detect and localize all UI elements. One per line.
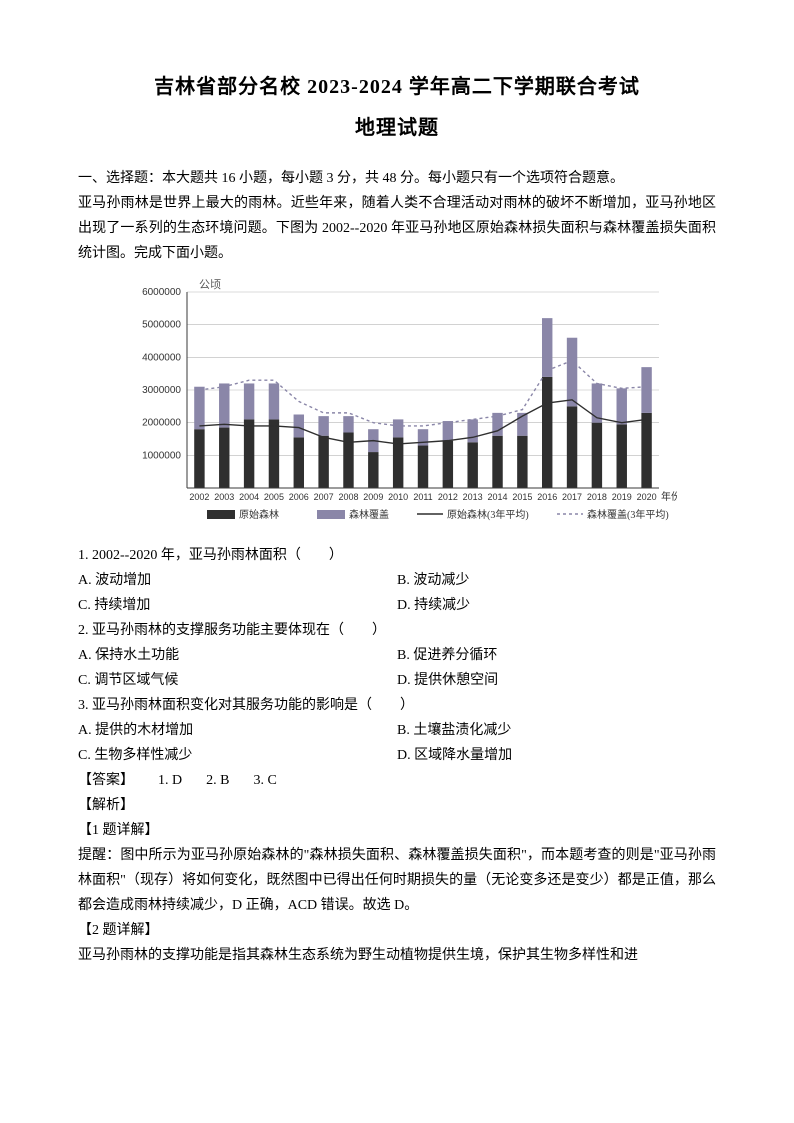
exam-page: 吉林省部分名校 2023-2024 学年高二下学期联合考试 地理试题 一、选择题… bbox=[0, 0, 794, 1123]
svg-text:2012: 2012 bbox=[438, 492, 458, 502]
question-3: 3. 亚马孙雨林面积变化对其服务功能的影响是（ ） bbox=[78, 693, 716, 718]
answer-3: 3. C bbox=[253, 768, 276, 793]
svg-text:2003: 2003 bbox=[214, 492, 234, 502]
svg-text:2008: 2008 bbox=[338, 492, 358, 502]
question-3-options-row1: A. 提供的木材增加 B. 土壤盐渍化减少 bbox=[78, 718, 716, 743]
answers-label: 【答案】 bbox=[78, 768, 134, 793]
passage-intro: 亚马孙雨林是世界上最大的雨林。近些年来，随着人类不合理活动对雨林的破坏不断增加，… bbox=[78, 191, 716, 266]
q1-option-b: B. 波动减少 bbox=[397, 568, 716, 593]
svg-text:2015: 2015 bbox=[512, 492, 532, 502]
svg-text:2006: 2006 bbox=[289, 492, 309, 502]
svg-text:1000000: 1000000 bbox=[142, 450, 181, 461]
svg-text:5000000: 5000000 bbox=[142, 320, 181, 331]
analysis-q1-body: 提醒：图中所示为亚马孙原始森林的"森林损失面积、森林覆盖损失面积"，而本题考查的… bbox=[78, 843, 716, 918]
page-title-line1: 吉林省部分名校 2023-2024 学年高二下学期联合考试 bbox=[78, 70, 716, 99]
svg-text:2004: 2004 bbox=[239, 492, 259, 502]
svg-text:2000000: 2000000 bbox=[142, 418, 181, 429]
svg-text:2019: 2019 bbox=[612, 492, 632, 502]
analysis-q1-label: 【1 题详解】 bbox=[78, 818, 716, 843]
svg-text:森林覆盖: 森林覆盖 bbox=[349, 508, 389, 521]
q2-option-d: D. 提供休憩空间 bbox=[397, 668, 716, 693]
q1-option-c: C. 持续增加 bbox=[78, 593, 397, 618]
svg-text:2013: 2013 bbox=[463, 492, 483, 502]
svg-text:2016: 2016 bbox=[537, 492, 557, 502]
page-title-line2: 地理试题 bbox=[78, 111, 716, 140]
q2-option-b: B. 促进养分循环 bbox=[397, 643, 716, 668]
svg-text:2010: 2010 bbox=[388, 492, 408, 502]
question-2-options-row2: C. 调节区域气候 D. 提供休憩空间 bbox=[78, 668, 716, 693]
question-3-options-row2: C. 生物多样性减少 D. 区域降水量增加 bbox=[78, 743, 716, 768]
svg-text:2005: 2005 bbox=[264, 492, 284, 502]
svg-text:原始森林(3年平均): 原始森林(3年平均) bbox=[447, 508, 529, 521]
analysis-label: 【解析】 bbox=[78, 793, 716, 818]
question-2-options-row1: A. 保持水土功能 B. 促进养分循环 bbox=[78, 643, 716, 668]
question-1-options-row1: A. 波动增加 B. 波动减少 bbox=[78, 568, 716, 593]
forest-loss-chart: 公顷 1000000 2000000 3000000 4000000 5000000 600… bbox=[117, 274, 677, 539]
q2-option-c: C. 调节区域气候 bbox=[78, 668, 397, 693]
svg-text:2011: 2011 bbox=[413, 492, 432, 502]
analysis-q2-label: 【2 题详解】 bbox=[78, 918, 716, 943]
svg-text:2007: 2007 bbox=[314, 492, 334, 502]
svg-text:2017: 2017 bbox=[562, 492, 582, 502]
q1-option-a: A. 波动增加 bbox=[78, 568, 397, 593]
question-1: 1. 2002--2020 年，亚马孙雨林面积（ ） bbox=[78, 543, 716, 568]
section-intro: 一、选择题：本大题共 16 小题，每小题 3 分，共 48 分。每小题只有一个选… bbox=[78, 166, 716, 191]
chart-svg: 公顷 1000000 2000000 3000000 4000000 5000000 600… bbox=[117, 274, 677, 534]
q1-option-d: D. 持续减少 bbox=[397, 593, 716, 618]
svg-text:3000000: 3000000 bbox=[142, 385, 181, 396]
q2-option-a: A. 保持水土功能 bbox=[78, 643, 397, 668]
answer-2: 2. B bbox=[206, 768, 229, 793]
q3-option-c: C. 生物多样性减少 bbox=[78, 743, 397, 768]
svg-text:原始森林: 原始森林 bbox=[239, 508, 279, 521]
svg-text:森林覆盖(3年平均): 森林覆盖(3年平均) bbox=[587, 508, 669, 521]
svg-text:公顷: 公顷 bbox=[199, 278, 221, 291]
question-1-options-row2: C. 持续增加 D. 持续减少 bbox=[78, 593, 716, 618]
svg-text:2009: 2009 bbox=[363, 492, 383, 502]
q3-option-b: B. 土壤盐渍化减少 bbox=[397, 718, 716, 743]
q3-option-a: A. 提供的木材增加 bbox=[78, 718, 397, 743]
question-2: 2. 亚马孙雨林的支撑服务功能主要体现在（ ） bbox=[78, 618, 716, 643]
svg-text:年份: 年份 bbox=[661, 490, 677, 503]
svg-text:4000000: 4000000 bbox=[142, 352, 181, 363]
analysis-q2-body: 亚马孙雨林的支撑功能是指其森林生态系统为野生动植物提供生境，保护其生物多样性和进 bbox=[78, 943, 716, 968]
svg-text:2018: 2018 bbox=[587, 492, 607, 502]
svg-text:2002: 2002 bbox=[189, 492, 209, 502]
answers-row: 【答案】 1. D 2. B 3. C bbox=[78, 768, 716, 793]
answer-1: 1. D bbox=[158, 768, 182, 793]
svg-text:2020: 2020 bbox=[637, 492, 657, 502]
svg-text:6000000: 6000000 bbox=[142, 287, 181, 298]
svg-text:2014: 2014 bbox=[488, 492, 508, 502]
q3-option-d: D. 区域降水量增加 bbox=[397, 743, 716, 768]
